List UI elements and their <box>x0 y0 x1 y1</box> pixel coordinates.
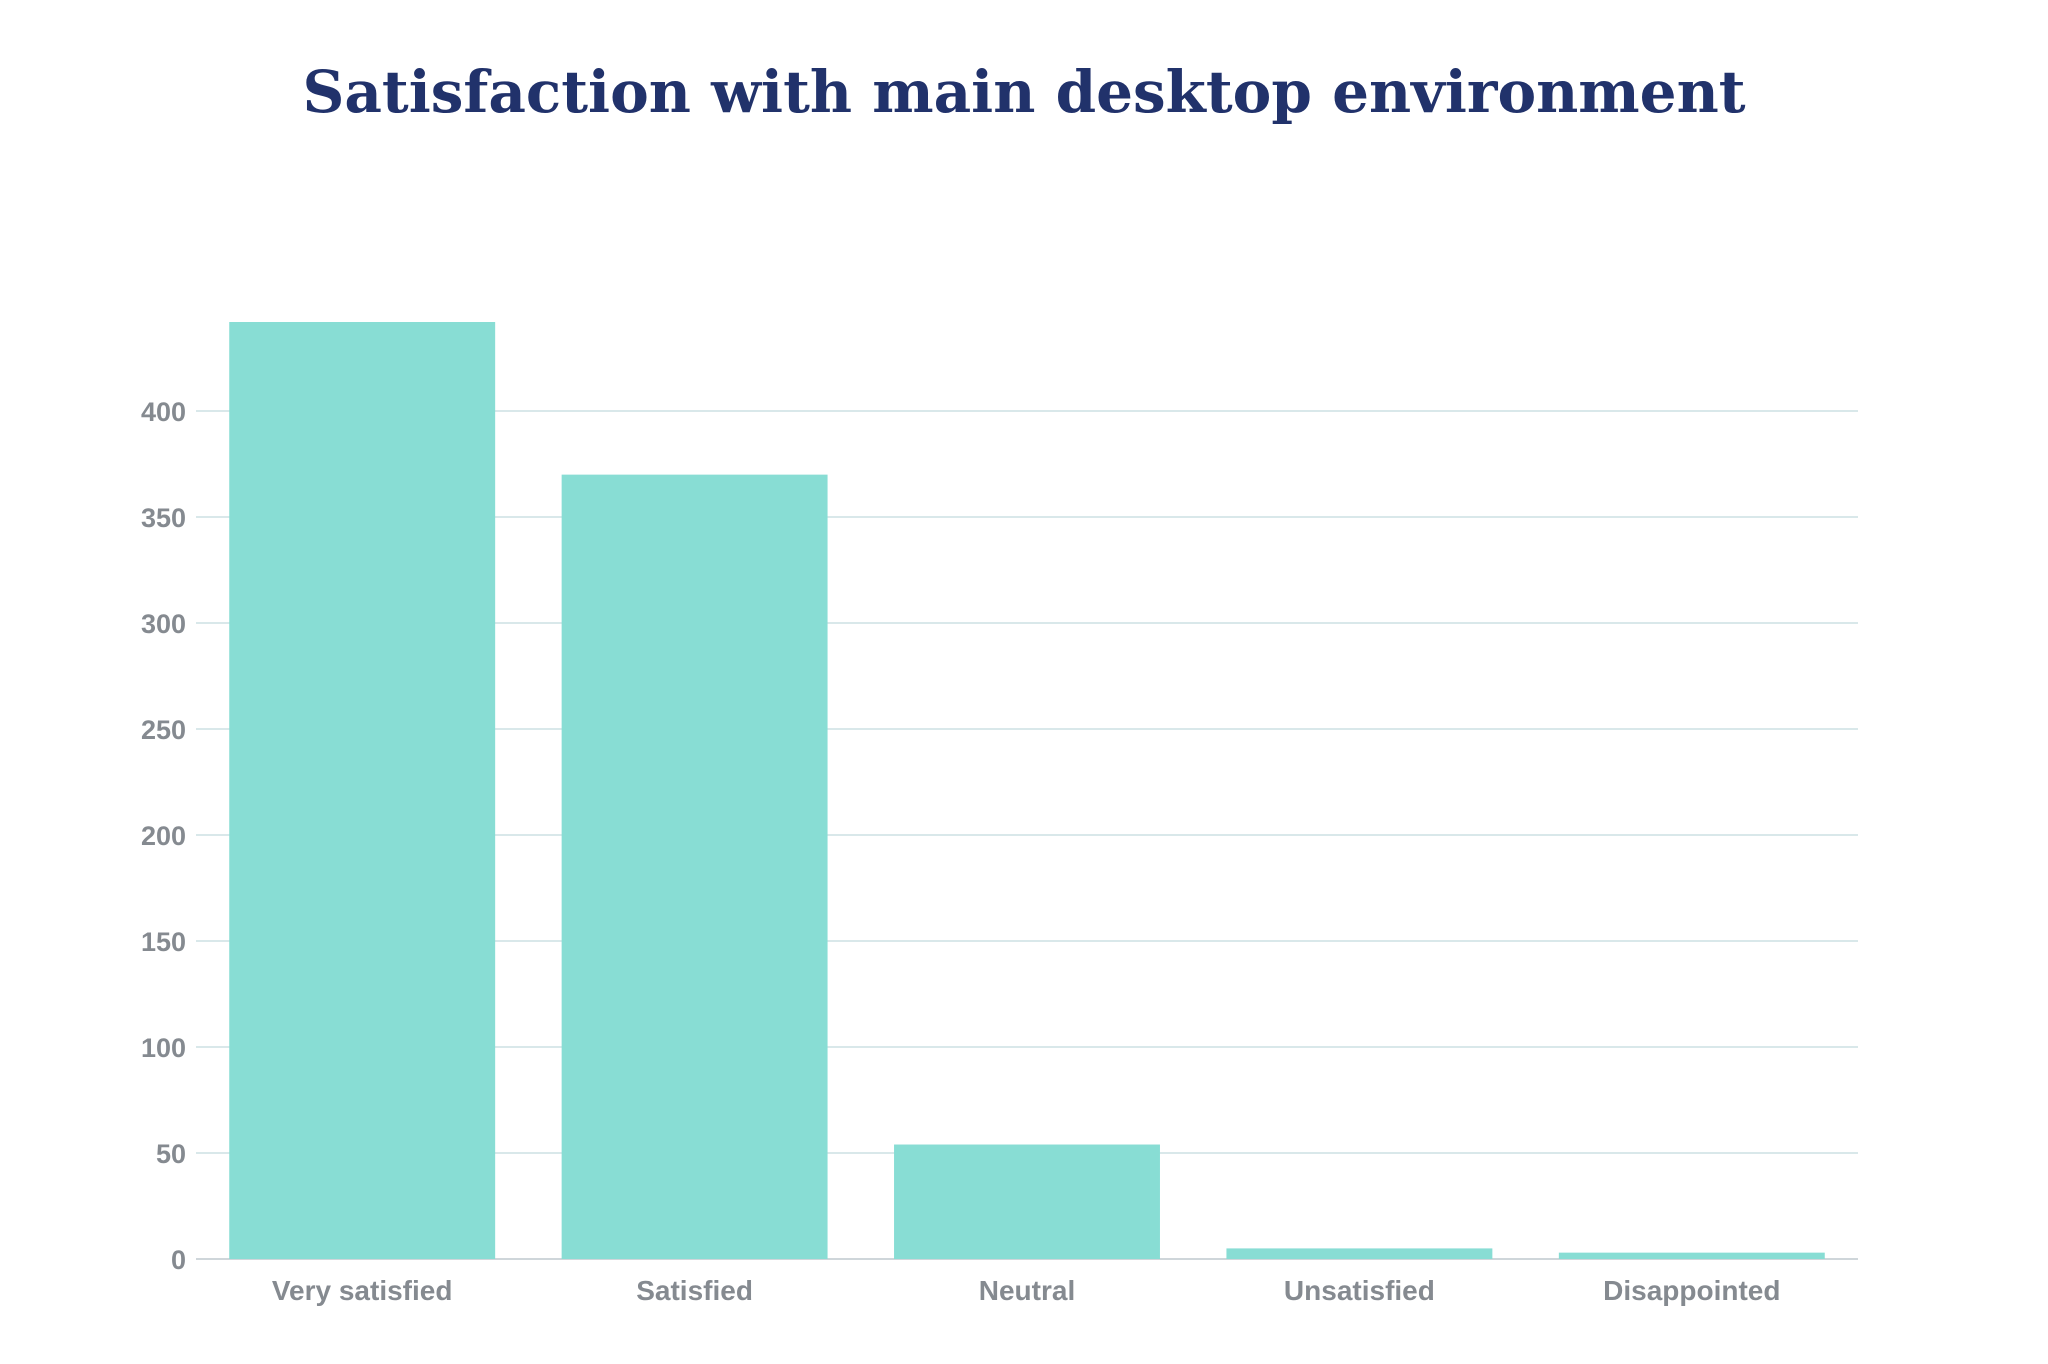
bar-neutral <box>894 1144 1160 1259</box>
y-tick-label-150: 150 <box>141 927 186 957</box>
bar-disappointed <box>1558 1252 1825 1259</box>
bar-satisfied <box>561 474 828 1259</box>
y-tick-label-350: 350 <box>141 503 186 533</box>
x-category-label-unsatisfied: Unsatisfied <box>1284 1275 1435 1306</box>
x-category-label-satisfied: Satisfied <box>636 1275 753 1306</box>
y-tick-label-250: 250 <box>141 715 186 745</box>
x-category-label-disappointed: Disappointed <box>1603 1275 1780 1306</box>
y-tick-label-50: 50 <box>156 1139 186 1169</box>
y-tick-label-0: 0 <box>171 1245 186 1275</box>
bar-very-satisfied <box>229 322 496 1259</box>
y-tick-label-400: 400 <box>141 397 186 427</box>
bars <box>229 322 1825 1259</box>
y-axis-ticks: 0 50 100 150 200 250 300 350 400 <box>141 397 186 1275</box>
x-axis-categories: Very satisfied Satisfied Neutral Unsatisfie… <box>272 1275 1781 1306</box>
x-category-label-neutral: Neutral <box>979 1275 1075 1306</box>
y-tick-label-300: 300 <box>141 609 186 639</box>
y-tick-label-200: 200 <box>141 821 186 851</box>
y-tick-label-100: 100 <box>141 1033 186 1063</box>
bar-unsatisfied <box>1226 1248 1493 1259</box>
chart-title: Satisfaction with main desktop environme… <box>302 58 1746 126</box>
x-category-label-very-satisfied: Very satisfied <box>272 1275 453 1306</box>
